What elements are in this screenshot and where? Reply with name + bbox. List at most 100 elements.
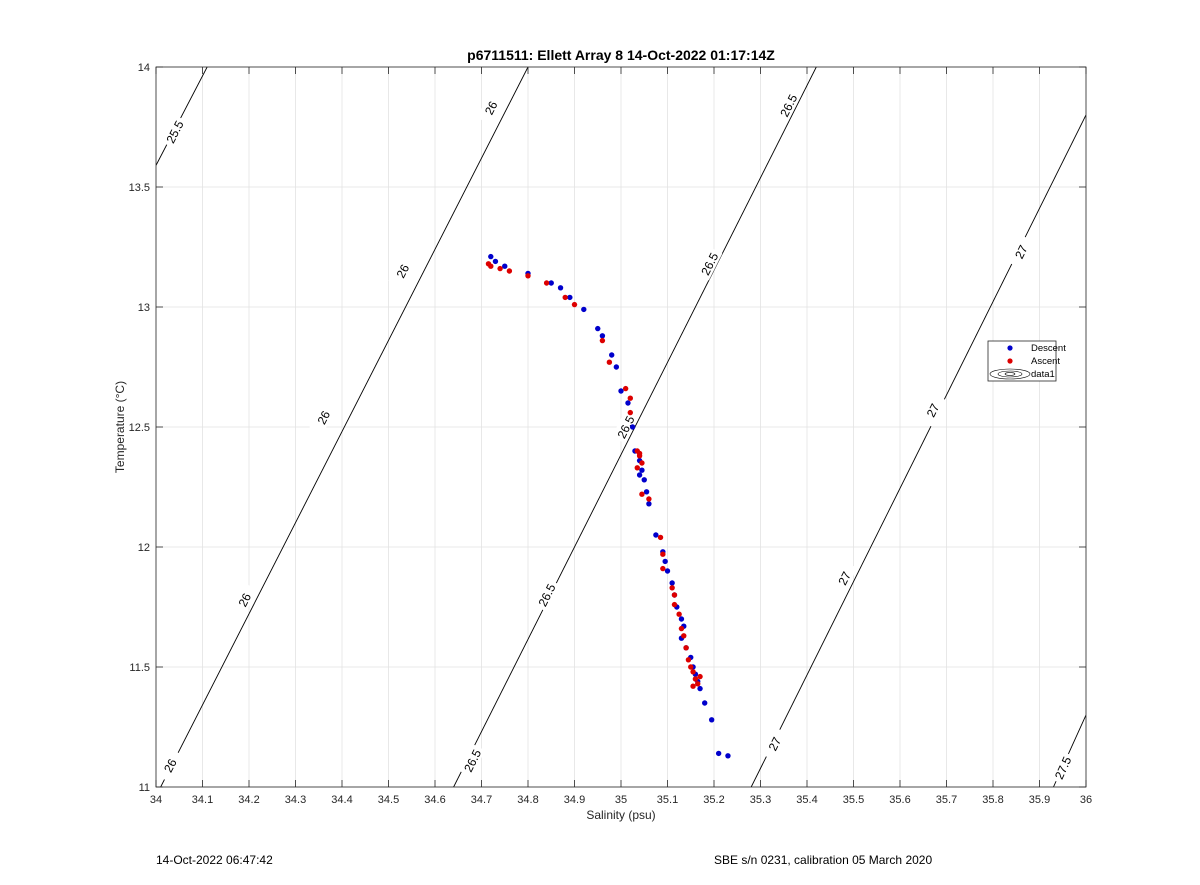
contour-label-text: 26: [482, 99, 501, 118]
descent-point: [715, 750, 722, 757]
descent-point: [599, 333, 606, 339]
legend-ascent-marker: [1007, 358, 1013, 364]
descent-point: [702, 700, 708, 706]
contour-label-background: [458, 743, 486, 778]
descent-point: [646, 501, 652, 507]
ascent-point: [622, 385, 629, 392]
y-tick-label: 12: [138, 542, 150, 554]
x-tick-label: 36: [1080, 794, 1092, 806]
x-tick-label: 35.4: [796, 794, 817, 806]
contour-label-background: [695, 246, 723, 281]
contour-label-text: 26: [161, 756, 180, 775]
density-contour-label: 26: [230, 582, 258, 617]
descent-point: [613, 364, 620, 370]
descent-point: [581, 306, 587, 313]
density-contour-label: 27: [760, 726, 788, 761]
density-contour-label: 27: [918, 393, 946, 427]
ascent-point: [671, 601, 678, 608]
descent-point: [708, 717, 715, 723]
data-points: [485, 253, 731, 759]
density-contour-label: 27: [1007, 234, 1034, 269]
descent-point: [629, 424, 636, 430]
contour-label-background: [156, 748, 184, 782]
ascent-point: [506, 268, 513, 274]
ascent-point: [671, 592, 678, 598]
ascent-point: [488, 263, 494, 269]
contour-label-text: 26: [394, 262, 413, 281]
density-contour-label: 26: [388, 254, 416, 288]
descent-point: [664, 568, 671, 574]
descent-point: [492, 258, 499, 265]
density-contour-label: 26: [156, 748, 184, 782]
ascent-point: [678, 625, 685, 632]
descent-point: [641, 477, 647, 483]
x-tick-label: 35.7: [936, 794, 957, 806]
contour-label-text: 27: [766, 735, 785, 753]
contour-label-text: 26: [236, 591, 255, 610]
contour-label-background: [476, 90, 504, 125]
ascent-point: [692, 676, 699, 682]
y-tick-label: 12.5: [129, 422, 150, 434]
ascent-point: [606, 359, 613, 365]
descent-point: [662, 558, 668, 565]
x-tick-label: 34.2: [238, 794, 259, 806]
descent-point: [697, 685, 703, 692]
density-contour-label: 26: [476, 90, 504, 125]
descent-point: [669, 580, 675, 586]
descent-point: [636, 472, 643, 478]
descent-point: [678, 616, 685, 622]
x-tick-label: 35.9: [1029, 794, 1050, 806]
x-tick-label: 35.3: [750, 794, 771, 806]
contour-label-background: [532, 578, 560, 612]
descent-point: [502, 263, 508, 269]
ascent-point: [657, 534, 664, 541]
descent-point: [725, 753, 731, 759]
ascent-point: [571, 301, 578, 308]
x-tick-label: 35.2: [703, 794, 724, 806]
x-tick-label: 35.1: [657, 794, 678, 806]
density-contour-labels: 25.5262626262626.526.526.526.526.5272727…: [156, 88, 1076, 785]
ascent-point: [639, 460, 645, 466]
y-tick-label: 13: [138, 302, 150, 314]
contour-label-background: [160, 114, 188, 149]
descent-point: [595, 325, 601, 332]
legend: Descent Ascent data1: [987, 340, 1066, 382]
contour-label-background: [760, 726, 788, 761]
contour-label-background: [1007, 234, 1034, 269]
contour-label-background: [1049, 750, 1076, 785]
ascent-point: [690, 683, 696, 689]
contour-label-text: 27: [835, 569, 854, 587]
descent-point: [488, 253, 494, 260]
contour-label-background: [309, 400, 337, 434]
ascent-point: [676, 611, 682, 617]
y-axis-label: Temperature (°C): [113, 381, 127, 473]
ascent-point: [627, 409, 633, 416]
descent-point: [639, 467, 645, 473]
contour-label-background: [830, 561, 858, 595]
ascent-point: [695, 681, 701, 687]
y-tick-label: 13.5: [129, 182, 150, 194]
y-tick-label: 11.5: [129, 662, 150, 674]
descent-point: [557, 285, 564, 291]
contour-label-background: [918, 393, 946, 427]
legend-descent-label: Descent: [1031, 343, 1066, 354]
contour-label-background: [230, 582, 258, 617]
legend-contour-icon: [989, 368, 1031, 380]
descent-point: [618, 388, 624, 394]
footer-timestamp: 14-Oct-2022 06:47:42: [156, 853, 273, 867]
density-contour-line: [750, 114, 1086, 787]
ascent-point: [562, 294, 568, 301]
y-tick-label: 11: [139, 782, 150, 794]
axis-ticks: 34 34.1 34.2 34.3 34.4 34.5 34.6 34.7 34.8 34.9 35…: [129, 62, 1093, 806]
ascent-point: [688, 664, 694, 670]
ascent-point: [639, 491, 645, 497]
contour-label-text: 26: [315, 408, 334, 427]
x-tick-label: 35.5: [843, 794, 864, 806]
x-tick-label: 34.9: [564, 794, 585, 806]
ascent-point: [685, 657, 692, 663]
ascent-point: [636, 450, 643, 457]
density-contour-label: 26: [309, 400, 337, 434]
legend-ascent-label: Ascent: [1031, 356, 1060, 367]
x-tick-label: 34.6: [424, 794, 445, 806]
